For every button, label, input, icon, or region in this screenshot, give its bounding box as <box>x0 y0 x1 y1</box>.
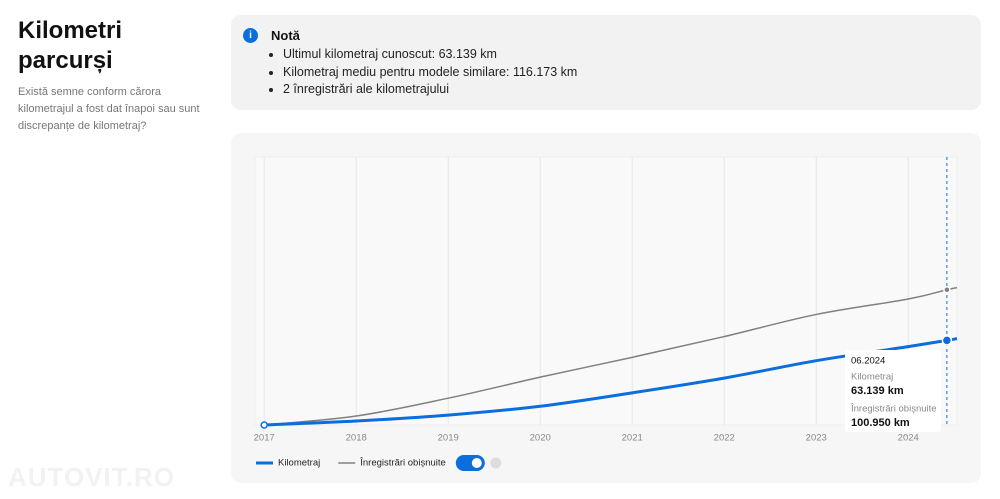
note-item: Ultimul kilometraj cunoscut: 63.139 km <box>283 46 577 64</box>
page-title: Kilometri parcurși <box>18 17 123 74</box>
point <box>941 335 953 346</box>
note-item: 2 înregistrări ale kilometrajului <box>283 81 577 99</box>
series-line <box>264 337 958 427</box>
x-tick-label: 2017 <box>254 433 275 444</box>
legend-label: Kilometraj <box>278 458 320 469</box>
help-icon[interactable] <box>490 457 502 469</box>
point <box>260 421 268 429</box>
series-line <box>264 286 958 426</box>
x-tick-label: 2020 <box>530 433 551 444</box>
watermark: AUTOVIT.RO <box>8 462 175 492</box>
x-tick-label: 2022 <box>714 433 735 444</box>
x-tick-label: 2024 <box>898 433 919 444</box>
note-box: i Notă Ultimul kilometraj cunoscut: 63.1… <box>231 15 981 110</box>
tooltip-value: 100.950 km <box>851 417 910 429</box>
note-title: Notă <box>271 28 300 43</box>
toggle-knob <box>471 458 482 468</box>
tooltip-label: Înregistrări obișnuite <box>850 404 937 415</box>
tooltip-value: 63.139 km <box>851 385 904 397</box>
note-item: Kilometraj mediu pentru modele similare:… <box>283 64 577 82</box>
point <box>943 285 951 294</box>
x-tick-label: 2023 <box>806 433 827 444</box>
tooltip <box>845 350 941 432</box>
tooltip-date: 06.2024 <box>851 356 885 367</box>
info-icon: i <box>243 28 258 43</box>
x-tick-label: 2019 <box>438 433 459 444</box>
plot-area <box>254 156 958 426</box>
legend-label: Înregistrări obișnuite <box>359 458 446 469</box>
description: Există semne conform cărora kilometrajul… <box>18 86 200 132</box>
tooltip-label: Kilometraj <box>851 372 893 383</box>
x-tick-label: 2021 <box>622 433 643 444</box>
x-tick-label: 2018 <box>346 433 367 444</box>
note-list: Ultimul kilometraj cunoscut: 63.139 km K… <box>269 46 577 99</box>
